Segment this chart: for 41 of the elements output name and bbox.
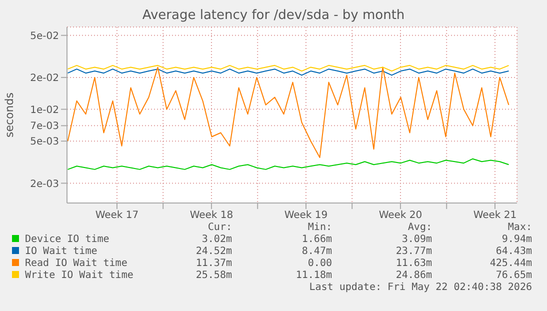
text: 11.63m xyxy=(394,258,432,270)
line-series xyxy=(67,68,510,76)
text: 9.94m xyxy=(500,234,532,246)
text: Cur: xyxy=(206,222,232,234)
chart-title: Average latency for /dev/sda - by month xyxy=(141,8,406,23)
text: 76.65m xyxy=(494,270,532,282)
y-tick-label: 5e-02 xyxy=(30,30,59,42)
y-tick-label: 1e-02 xyxy=(30,104,59,116)
text: 24.86m xyxy=(394,270,432,282)
y-tick-label: 2e-03 xyxy=(30,178,59,190)
y-tick-label: 7e-03 xyxy=(30,121,59,132)
x-tick-label: Week 17 xyxy=(95,210,139,222)
text: 23.77m xyxy=(394,246,432,258)
text: Max: xyxy=(506,222,532,234)
text: 3.09m xyxy=(400,234,432,246)
y-tick-label: 5e-03 xyxy=(30,136,59,148)
legend-label: Read IO Wait time xyxy=(24,258,128,270)
y-axis-title: seconds xyxy=(2,92,16,138)
legend-label: Write IO Wait time xyxy=(24,270,134,282)
text: 25.58m xyxy=(194,270,232,282)
text: Avg: xyxy=(406,222,432,234)
text: 1.66m xyxy=(300,234,332,246)
text: 425.44m xyxy=(488,258,532,270)
text: 64.43m xyxy=(494,246,532,258)
text: 11.37m xyxy=(194,258,232,270)
text: 8.47m xyxy=(300,246,332,258)
x-tick-label: Week 19 xyxy=(284,210,328,222)
x-tick-label: Week 21 xyxy=(473,210,517,222)
x-tick-label: Week 20 xyxy=(378,210,422,222)
legend-label: IO Wait time xyxy=(24,246,98,258)
text: Last update: Fri May 22 02:40:38 2026 xyxy=(308,282,532,294)
x-tick-label: Week 18 xyxy=(190,210,234,222)
line-series xyxy=(67,158,510,170)
text: 0.00 xyxy=(306,258,332,270)
legend-label: Device IO time xyxy=(24,234,110,246)
text: 24.52m xyxy=(194,246,232,258)
text: Min: xyxy=(306,222,332,234)
y-tick-label: 2e-02 xyxy=(30,73,59,84)
text: 3.02m xyxy=(200,234,232,246)
text: 11.18m xyxy=(294,270,332,282)
line-series xyxy=(67,66,510,158)
